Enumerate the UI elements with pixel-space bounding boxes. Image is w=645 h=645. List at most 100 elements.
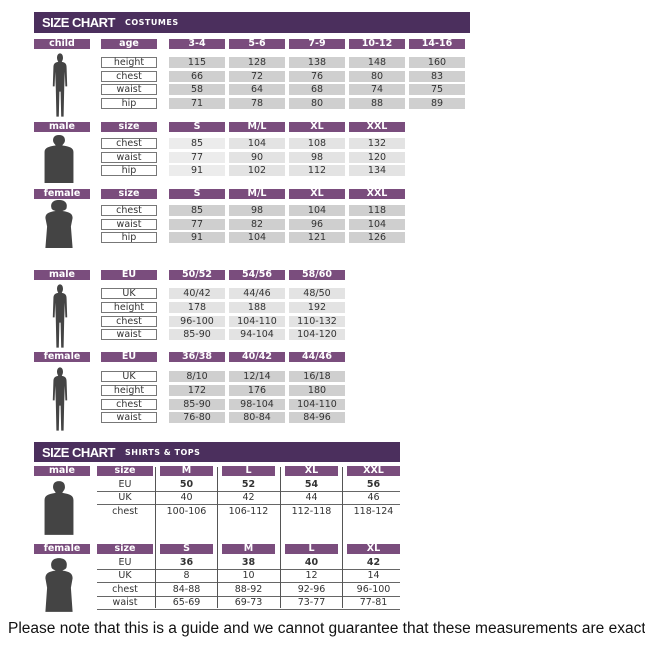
row-label: hip xyxy=(101,165,157,176)
value-cell: 40 xyxy=(304,557,319,568)
row-header-label: size xyxy=(97,544,153,554)
value-cell: 112 xyxy=(289,165,345,176)
value-cell: 104-120 xyxy=(289,329,345,340)
value-cell: 58 xyxy=(169,84,225,95)
value-cell: 104 xyxy=(349,219,405,230)
value-cell: 115 xyxy=(169,57,225,68)
shirts-banner: SIZE CHART SHIRTS & TOPS xyxy=(34,442,400,462)
column-header: XL xyxy=(289,189,345,199)
value-cell: 160 xyxy=(409,57,465,68)
row-label: UK xyxy=(118,570,132,582)
value-cell: 77-81 xyxy=(359,596,388,608)
value-cell: 36 xyxy=(179,557,194,568)
column-header: XL xyxy=(289,122,345,132)
row-label: height xyxy=(101,385,157,396)
value-cell: 85-90 xyxy=(169,399,225,410)
group-label: male xyxy=(34,466,90,476)
group-label: child xyxy=(34,39,90,49)
value-cell: 54 xyxy=(304,479,319,490)
row-label: chest xyxy=(112,583,138,595)
value-cell: 44 xyxy=(305,492,318,504)
value-cell: 102 xyxy=(229,165,285,176)
value-cell: 148 xyxy=(349,57,405,68)
banner-title: SIZE CHART xyxy=(42,15,116,30)
value-cell: 38 xyxy=(241,557,256,568)
row-header-label: EU xyxy=(101,270,157,280)
value-cell: 100-106 xyxy=(166,505,207,517)
row-label: UK xyxy=(101,288,157,299)
value-cell: 134 xyxy=(349,165,405,176)
row-label: waist xyxy=(101,412,157,423)
value-cell: 80 xyxy=(349,71,405,82)
row-label: chest xyxy=(101,316,157,327)
column-header: 54/56 xyxy=(229,270,285,280)
group-label: male xyxy=(34,270,90,280)
row-header-label: size xyxy=(101,189,157,199)
column-divider xyxy=(280,467,281,608)
row-divider xyxy=(97,569,400,570)
row-divider xyxy=(97,504,400,505)
row-label: EU xyxy=(118,479,132,490)
value-cell: 91 xyxy=(169,165,225,176)
value-cell: 48/50 xyxy=(289,288,345,299)
group-label: female xyxy=(34,189,90,199)
column-header: M xyxy=(222,544,275,554)
value-cell: 98 xyxy=(229,205,285,216)
value-cell: 40/42 xyxy=(169,288,225,299)
value-cell: 98-104 xyxy=(229,399,285,410)
value-cell: 10 xyxy=(242,570,255,582)
value-cell: 42 xyxy=(242,492,255,504)
value-cell: 77 xyxy=(169,152,225,163)
row-label: UK xyxy=(101,371,157,382)
row-label: UK xyxy=(118,492,132,504)
column-header: 10-12 xyxy=(349,39,405,49)
row-label: waist xyxy=(101,329,157,340)
value-cell: 71 xyxy=(169,98,225,109)
column-header: 5-6 xyxy=(229,39,285,49)
full-body-figure-icon xyxy=(52,284,68,348)
value-cell: 80 xyxy=(289,98,345,109)
column-header: XXL xyxy=(349,189,405,199)
value-cell: 120 xyxy=(349,152,405,163)
value-cell: 88 xyxy=(349,98,405,109)
value-cell: 66 xyxy=(169,71,225,82)
column-divider xyxy=(217,467,218,608)
value-cell: 110-132 xyxy=(289,316,345,327)
value-cell: 64 xyxy=(229,84,285,95)
value-cell: 77 xyxy=(169,219,225,230)
value-cell: 118 xyxy=(349,205,405,216)
value-cell: 85 xyxy=(169,205,225,216)
value-cell: 69-73 xyxy=(234,596,263,608)
column-header: L xyxy=(222,466,275,476)
row-label: chest xyxy=(101,399,157,410)
column-header: 7-9 xyxy=(289,39,345,49)
value-cell: 104 xyxy=(229,232,285,243)
value-cell: 92-96 xyxy=(297,583,326,595)
value-cell: 176 xyxy=(229,385,285,396)
value-cell: 94-104 xyxy=(229,329,285,340)
row-label: EU xyxy=(118,557,132,568)
value-cell: 68 xyxy=(289,84,345,95)
value-cell: 85-90 xyxy=(169,329,225,340)
value-cell: 104-110 xyxy=(229,316,285,327)
column-divider xyxy=(342,467,343,608)
column-header: 3-4 xyxy=(169,39,225,49)
column-header: M/L xyxy=(229,122,285,132)
column-divider xyxy=(155,467,156,608)
row-label: hip xyxy=(101,232,157,243)
value-cell: 96-100 xyxy=(356,583,391,595)
value-cell: 50 xyxy=(179,479,194,490)
value-cell: 8 xyxy=(183,570,190,582)
value-cell: 84-88 xyxy=(172,583,201,595)
value-cell: 178 xyxy=(169,302,225,313)
row-label: hip xyxy=(101,98,157,109)
value-cell: 172 xyxy=(169,385,225,396)
value-cell: 91 xyxy=(169,232,225,243)
row-label: waist xyxy=(101,84,157,95)
column-header: 14-16 xyxy=(409,39,465,49)
value-cell: 8/10 xyxy=(169,371,225,382)
row-label: chest xyxy=(101,138,157,149)
value-cell: 98 xyxy=(289,152,345,163)
banner-subtitle: COSTUMES xyxy=(125,18,179,27)
value-cell: 104 xyxy=(289,205,345,216)
